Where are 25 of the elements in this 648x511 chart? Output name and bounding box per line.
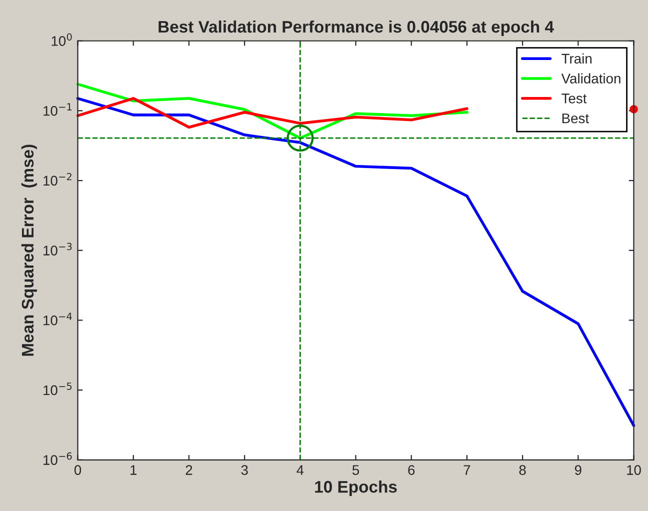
x-tick-label: 5 [352,465,360,475]
chart-title: Best Validation Performance is 0.04056 at epoch 4 [158,20,554,36]
legend-label: Validation [561,73,620,84]
y-axis-title: Mean Squared Error (mse) [21,144,37,356]
y-tick-label: 10$^{−3}$ [44,242,72,256]
x-axis-title: 10 Epochs [315,480,397,496]
x-tick-label: 7 [464,465,470,475]
x-tick-label: 10 [627,465,641,475]
x-tick-label: 6 [408,465,415,475]
legend-label: Train [562,53,592,64]
y-tick-label: 10$^{−4}$ [44,312,72,326]
y-tick-label: 10$^{−6}$ [44,452,72,465]
y-tick-label: 10$^{−2}$ [44,172,72,186]
x-tick-label: 1 [130,465,137,475]
legend-label: Test [562,94,587,104]
x-tick-label: 4 [296,465,304,475]
y-tick-label: 10$^{0}$ [52,33,72,46]
legend-label: Best [562,114,589,124]
x-tick-label: 3 [241,465,248,475]
y-tick-label: 10$^{−5}$ [44,382,72,396]
x-tick-label: 8 [519,465,526,475]
y-tick-label: 10$^{−1}$ [44,103,72,116]
x-tick-label: 2 [186,465,192,475]
x-tick-label: 0 [74,465,82,475]
x-tick-label: 9 [574,465,582,475]
